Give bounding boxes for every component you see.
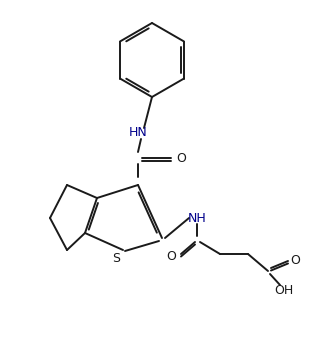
Text: S: S bbox=[112, 251, 120, 265]
Text: O: O bbox=[166, 249, 176, 263]
Text: OH: OH bbox=[274, 284, 294, 296]
Text: O: O bbox=[290, 254, 300, 266]
Text: HN: HN bbox=[129, 126, 147, 140]
Text: NH: NH bbox=[188, 212, 206, 224]
Text: O: O bbox=[176, 151, 186, 165]
